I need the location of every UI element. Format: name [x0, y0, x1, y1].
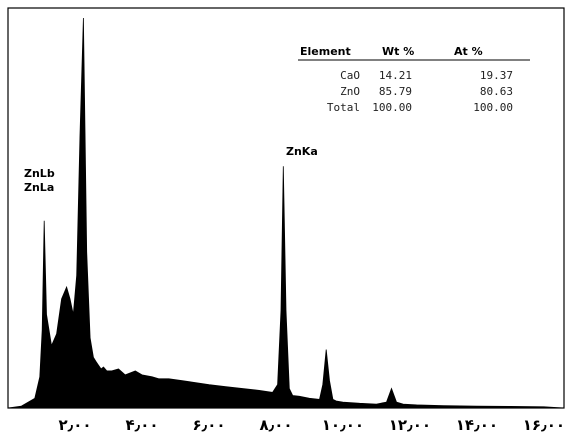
table-cell: 100.00: [473, 101, 513, 114]
table-cell: 14.21: [379, 69, 412, 82]
x-tick-label: ۶٫۰۰: [192, 416, 225, 434]
table-cell: 85.79: [379, 85, 412, 98]
peak-label-znka: ZnKa: [286, 145, 318, 158]
x-axis-ticks: ۲٫۰۰ ۴٫۰۰ ۶٫۰۰ ۸٫۰۰ ۱۰٫۰۰ ۱۲٫۰۰ ۱۴٫۰۰ ۱۶٫۰۰: [58, 416, 565, 434]
table-header-element: Element: [300, 45, 351, 58]
spectrum-area: [7, 17, 565, 409]
composition-table: Element Wt % At % CaO 14.21 19.37 ZnO 85…: [298, 45, 530, 114]
table-cell: Total: [327, 101, 360, 114]
peak-label-znlb: ZnLb: [24, 167, 55, 180]
x-tick-label: ۸٫۰۰: [259, 416, 292, 434]
table-cell: CaO: [340, 69, 360, 82]
table-header-at: At %: [454, 45, 483, 58]
table-cell: 100.00: [372, 101, 412, 114]
x-tick-label: ۲٫۰۰: [58, 416, 91, 434]
table-cell: ZnO: [340, 85, 360, 98]
table-header-wt: Wt %: [382, 45, 414, 58]
table-cell: 19.37: [480, 69, 513, 82]
x-tick-label: ۱۲٫۰۰: [389, 416, 431, 434]
x-tick-label: ۱۴٫۰۰: [456, 416, 498, 434]
x-tick-label: ۱۶٫۰۰: [523, 416, 565, 434]
table-cell: 80.63: [480, 85, 513, 98]
peak-label-znla: ZnLa: [24, 181, 54, 194]
x-tick-label: ۴٫۰۰: [125, 416, 158, 434]
x-tick-label: ۱۰٫۰۰: [322, 416, 364, 434]
